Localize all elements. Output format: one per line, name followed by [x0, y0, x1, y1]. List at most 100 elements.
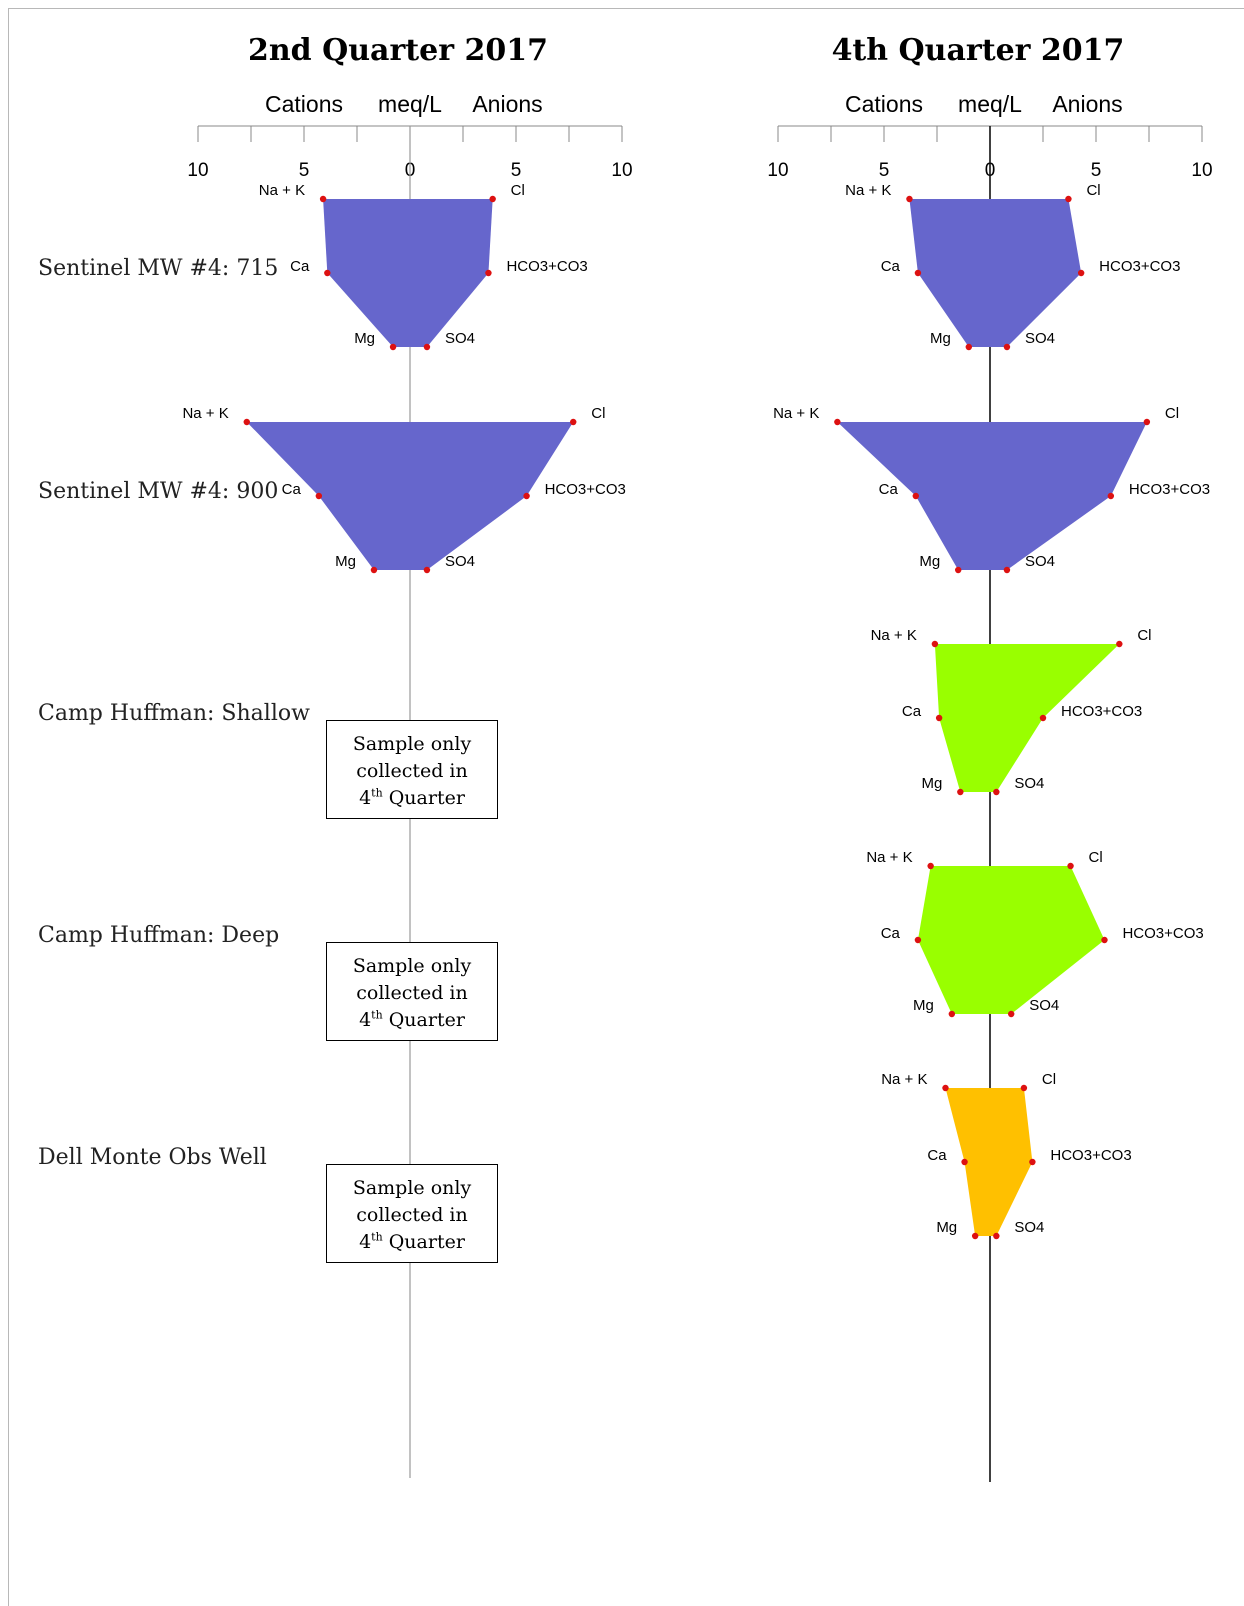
stiff-polygon	[323, 199, 493, 347]
data-point	[489, 195, 496, 203]
x-tick-label: 5	[511, 160, 522, 181]
ion-label-ca: Ca	[282, 481, 302, 498]
data-point	[1116, 640, 1123, 648]
data-point	[927, 862, 934, 870]
note-line: Sample only	[352, 1177, 472, 1199]
axis-header-anions: Anions	[1052, 91, 1122, 117]
data-point	[1065, 195, 1072, 203]
ion-label-mg: Mg	[930, 330, 951, 347]
axis-header-cations: Cations	[265, 91, 343, 117]
sample-note-box: Sample only collected in 4th Quarter	[326, 942, 498, 1041]
well-label: Sentinel MW #4: 900	[38, 479, 278, 504]
x-tick-label: 5	[1091, 160, 1102, 181]
stiff-polygon	[934, 644, 1120, 792]
ion-label-cl: Cl	[591, 405, 605, 422]
data-point	[1003, 343, 1011, 351]
ion-label-cl: Cl	[1086, 182, 1100, 199]
ion-label-hco3: HCO3+CO3	[545, 481, 626, 498]
sample-note-box: Sample only collected in 4th Quarter	[326, 720, 498, 819]
ion-label-mg: Mg	[335, 553, 356, 570]
ion-label-cl: Cl	[1165, 405, 1179, 422]
stiff-polygon	[246, 422, 574, 570]
chart-title: 2nd Quarter 2017	[248, 33, 548, 68]
ion-label-cl: Cl	[1089, 849, 1103, 866]
note-line: Sample only	[352, 733, 472, 755]
ion-label-ca: Ca	[879, 481, 899, 498]
ion-label-nak: Na + K	[866, 849, 912, 866]
data-point	[834, 418, 841, 426]
ion-label-mg: Mg	[919, 553, 940, 570]
note-line: 4th Quarter	[359, 1230, 465, 1253]
stiff-polygon	[837, 422, 1147, 570]
data-point	[993, 1232, 1000, 1240]
ion-label-ca: Ca	[902, 703, 922, 720]
data-point	[935, 714, 943, 722]
data-point	[1003, 566, 1011, 574]
ion-label-so4: SO4	[1014, 1219, 1044, 1236]
ion-label-ca: Ca	[881, 258, 901, 275]
ion-label-so4: SO4	[445, 553, 475, 570]
x-tick-label: 10	[1191, 160, 1212, 181]
ion-label-nak: Na + K	[259, 182, 305, 199]
ion-label-mg: Mg	[913, 997, 934, 1014]
ion-label-hco3: HCO3+CO3	[1122, 925, 1203, 942]
data-point	[370, 566, 378, 574]
x-tick-label: 10	[767, 160, 788, 181]
data-point	[243, 418, 250, 426]
axis-header-anions: Anions	[472, 91, 542, 117]
x-tick-label: 10	[187, 160, 208, 181]
well-label: Dell Monte Obs Well	[38, 1145, 267, 1170]
data-point	[485, 269, 492, 277]
sample-note-box: Sample only collected in 4th Quarter	[326, 1164, 498, 1263]
ion-label-nak: Na + K	[881, 1071, 927, 1088]
ion-label-mg: Mg	[921, 775, 942, 792]
data-point	[961, 1158, 968, 1166]
ion-label-hco3: HCO3+CO3	[1099, 258, 1180, 275]
data-point	[389, 343, 397, 351]
data-point	[931, 640, 939, 648]
data-point	[1039, 714, 1047, 722]
ion-label-nak: Na + K	[871, 627, 917, 644]
ion-label-ca: Ca	[290, 258, 310, 275]
data-point	[1143, 418, 1151, 426]
data-point	[1107, 492, 1115, 500]
stiff-polygon	[917, 866, 1105, 1014]
note-line: collected in	[356, 760, 468, 782]
well-label: Camp Huffman: Deep	[38, 923, 279, 948]
data-point	[324, 269, 331, 277]
stiff-polygon	[945, 1088, 1033, 1236]
ion-label-so4: SO4	[1029, 997, 1059, 1014]
axis-header-cations: Cations	[845, 91, 923, 117]
data-point	[1101, 936, 1108, 944]
data-point	[957, 788, 964, 796]
stiff-polygon	[909, 199, 1082, 347]
axis-header-units: meq/L	[958, 91, 1022, 117]
axis-header-units: meq/L	[378, 91, 442, 117]
ion-label-ca: Ca	[927, 1147, 947, 1164]
well-label: Camp Huffman: Shallow	[38, 701, 310, 726]
data-point	[955, 566, 962, 574]
ion-label-cl: Cl	[1137, 627, 1151, 644]
data-point	[914, 936, 922, 944]
ion-label-nak: Na + K	[182, 405, 228, 422]
data-point	[948, 1010, 956, 1018]
data-point	[914, 269, 922, 277]
ion-label-hco3: HCO3+CO3	[1129, 481, 1210, 498]
ion-label-ca: Ca	[881, 925, 901, 942]
data-point	[423, 343, 431, 351]
data-point	[965, 343, 972, 351]
ion-label-cl: Cl	[511, 182, 525, 199]
data-point	[971, 1232, 979, 1240]
ion-label-hco3: HCO3+CO3	[506, 258, 587, 275]
data-point	[942, 1084, 949, 1092]
ion-label-so4: SO4	[1014, 775, 1044, 792]
well-label: Sentinel MW #4: 715	[38, 256, 278, 281]
note-line: collected in	[356, 982, 468, 1004]
ion-label-mg: Mg	[354, 330, 375, 347]
x-tick-label: 10	[611, 160, 632, 181]
ion-label-hco3: HCO3+CO3	[1050, 1147, 1131, 1164]
ion-label-so4: SO4	[1025, 330, 1055, 347]
data-point	[1008, 1010, 1015, 1018]
ion-label-cl: Cl	[1042, 1071, 1056, 1088]
